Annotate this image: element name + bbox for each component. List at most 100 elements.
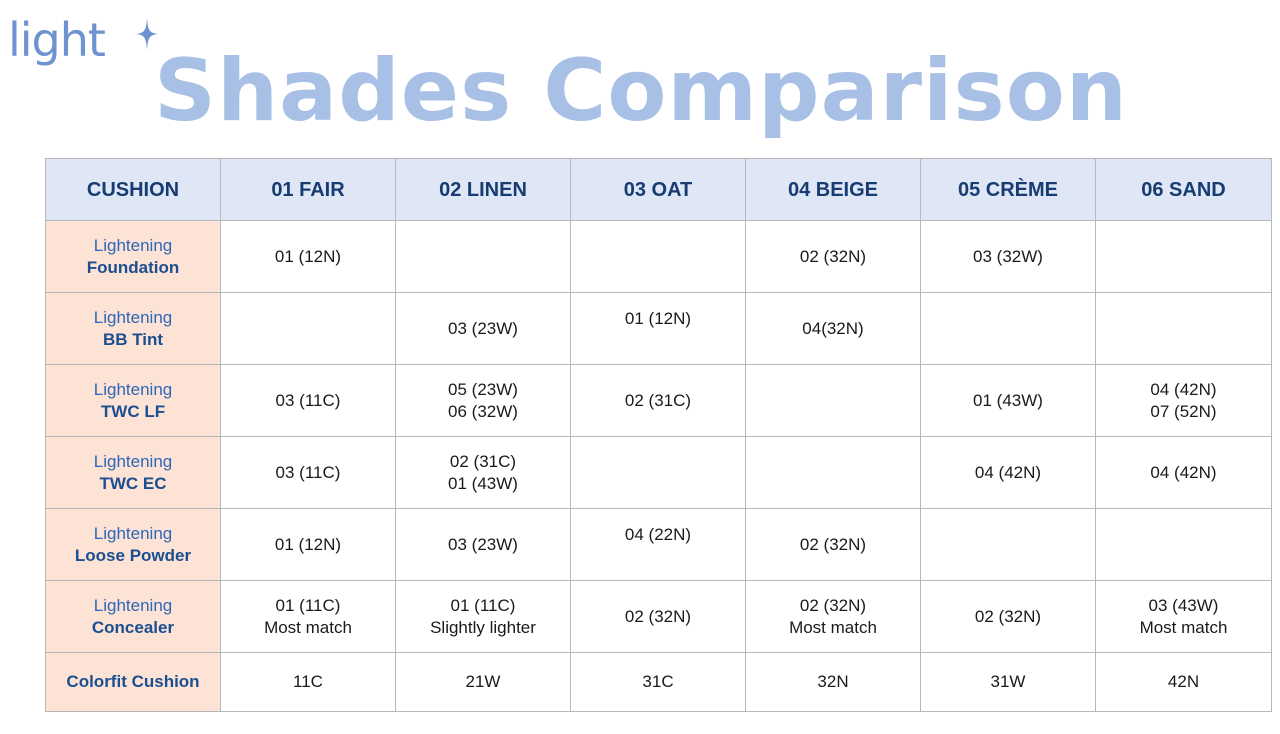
table-cell: 01 (12N) — [220, 508, 396, 581]
table-cell: 02 (32N) — [570, 580, 746, 653]
table-cell: 01 (11C) Most match — [220, 580, 396, 653]
row-label-prefix: Lightening — [93, 523, 173, 543]
cell-value: 03 (43W) — [1148, 595, 1219, 615]
row-label: Lightening TWC EC — [45, 436, 221, 509]
row-label-name: Foundation — [86, 257, 180, 277]
cell-value: 02 (32N) — [799, 246, 867, 266]
cell-value: 04 (42N) — [1150, 379, 1217, 399]
table-cell: 01 (43W) — [920, 364, 1096, 437]
table-row: Lightening TWC EC 03 (11C) 02 (31C) 01 (43W)… — [45, 436, 1272, 509]
table-cell — [920, 292, 1096, 365]
table-cell — [1095, 292, 1272, 365]
column-header: 01 FAIR — [220, 158, 396, 221]
column-header: 02 LINEN — [395, 158, 571, 221]
table-cell: 42N — [1095, 652, 1272, 712]
cell-value: 03 (11C) — [275, 390, 341, 410]
cell-value: 04 (42N) — [1150, 462, 1217, 482]
table-cell: 03 (32W) — [920, 220, 1096, 293]
row-label-prefix: Lightening — [93, 451, 173, 471]
table-cell: 05 (23W) 06 (32W) — [395, 364, 571, 437]
cell-value: 05 (23W) — [448, 379, 518, 399]
table-row: Lightening Foundation 01 (12N) 02 (32N) 03 (… — [45, 220, 1272, 293]
row-label-prefix: Lightening — [93, 235, 173, 255]
cell-value: 01 (43W) — [973, 390, 1043, 410]
row-label: Lightening BB Tint — [45, 292, 221, 365]
table-row: Colorfit Cushion 11C 21W 31C 32N 31W 42N — [45, 652, 1272, 712]
logo-text: light — [8, 13, 106, 67]
row-label: Lightening Loose Powder — [45, 508, 221, 581]
cell-value: 06 (32W) — [448, 401, 518, 421]
table-cell: 31W — [920, 652, 1096, 712]
table-cell: 04 (42N) — [920, 436, 1096, 509]
cell-value: 04(32N) — [802, 318, 864, 338]
cell-value: 01 (11C) — [450, 595, 516, 615]
cell-value: 02 (31C) — [624, 390, 692, 410]
row-label-name: TWC LF — [100, 401, 166, 421]
row-label-name: BB Tint — [102, 329, 164, 349]
row-label-name: Concealer — [91, 617, 175, 637]
column-header: 05 CRÈME — [920, 158, 1096, 221]
table-body: Lightening Foundation 01 (12N) 02 (32N) 03 (… — [45, 220, 1272, 712]
row-label: Colorfit Cushion — [45, 652, 221, 712]
cell-value: 03 (11C) — [275, 462, 341, 482]
shades-table: CUSHION 01 FAIR 02 LINEN 03 OAT 04 BEIGE 05 … — [45, 158, 1272, 712]
column-header: 04 BEIGE — [745, 158, 921, 221]
table-cell: 31C — [570, 652, 746, 712]
table-cell: 04 (42N) — [1095, 436, 1272, 509]
table-row: Lightening BB Tint 03 (23W) 01 (12N) 04(32N) — [45, 292, 1272, 365]
row-label-prefix: Lightening — [93, 595, 173, 615]
cell-value: 07 (52N) — [1150, 401, 1217, 421]
table-cell: 01 (11C) Slightly lighter — [395, 580, 571, 653]
table-row: Lightening Concealer 01 (11C) Most match 01 … — [45, 580, 1272, 653]
cell-value: Most match — [1139, 617, 1228, 637]
corner-header: CUSHION — [45, 158, 221, 221]
table-cell — [920, 508, 1096, 581]
brand-logo: light — [8, 12, 106, 68]
row-label: Lightening TWC LF — [45, 364, 221, 437]
table-cell: 01 (12N) — [220, 220, 396, 293]
cell-value: 01 (12N) — [274, 246, 342, 266]
cell-value: 01 (11C) — [275, 595, 341, 615]
cell-value: 01 (43W) — [448, 473, 518, 493]
table-cell: 01 (12N) — [570, 292, 746, 365]
table-cell: 02 (31C) — [570, 364, 746, 437]
cell-value: Most match — [789, 617, 877, 637]
table-cell: 02 (31C) 01 (43W) — [395, 436, 571, 509]
table-cell: 04 (22N) — [570, 508, 746, 581]
row-label: Lightening Foundation — [45, 220, 221, 293]
table-cell: 11C — [220, 652, 396, 712]
cell-value: 03 (23W) — [448, 534, 518, 554]
row-label-name: TWC EC — [99, 473, 167, 493]
table-cell: 03 (43W) Most match — [1095, 580, 1272, 653]
table-cell: 04 (42N) 07 (52N) — [1095, 364, 1272, 437]
row-label-prefix: Lightening — [93, 379, 173, 399]
row-label-name: Colorfit Cushion — [66, 672, 200, 691]
table-cell — [220, 292, 396, 365]
table-cell: 03 (11C) — [220, 364, 396, 437]
cell-value: 01 (12N) — [624, 308, 692, 328]
cell-value: 02 (32N) — [624, 606, 692, 626]
cell-value: 02 (31C) — [449, 451, 517, 471]
table-cell — [570, 220, 746, 293]
row-label: Lightening Concealer — [45, 580, 221, 653]
page-title: Shades Comparison — [154, 41, 1129, 141]
cell-value: 04 (42N) — [974, 462, 1042, 482]
row-label-name: Loose Powder — [74, 545, 192, 565]
cell-value: 02 (32N) — [974, 606, 1042, 626]
cell-value: 02 (32N) — [799, 534, 867, 554]
column-header: 03 OAT — [570, 158, 746, 221]
table-cell: 02 (32N) — [745, 508, 921, 581]
header-row: CUSHION 01 FAIR 02 LINEN 03 OAT 04 BEIGE 05 … — [45, 158, 1272, 221]
table-row: Lightening Loose Powder 01 (12N) 03 (23W) 04… — [45, 508, 1272, 581]
table-cell: 21W — [395, 652, 571, 712]
table-cell — [570, 436, 746, 509]
table-cell: 02 (32N) — [920, 580, 1096, 653]
table-cell: 03 (23W) — [395, 292, 571, 365]
table-cell: 32N — [745, 652, 921, 712]
table-cell — [1095, 220, 1272, 293]
cell-value: 03 (23W) — [448, 318, 518, 338]
row-label-prefix: Lightening — [93, 307, 173, 327]
cell-value: 01 (12N) — [274, 534, 342, 554]
table-cell: 03 (11C) — [220, 436, 396, 509]
sparkle-icon — [136, 18, 158, 50]
